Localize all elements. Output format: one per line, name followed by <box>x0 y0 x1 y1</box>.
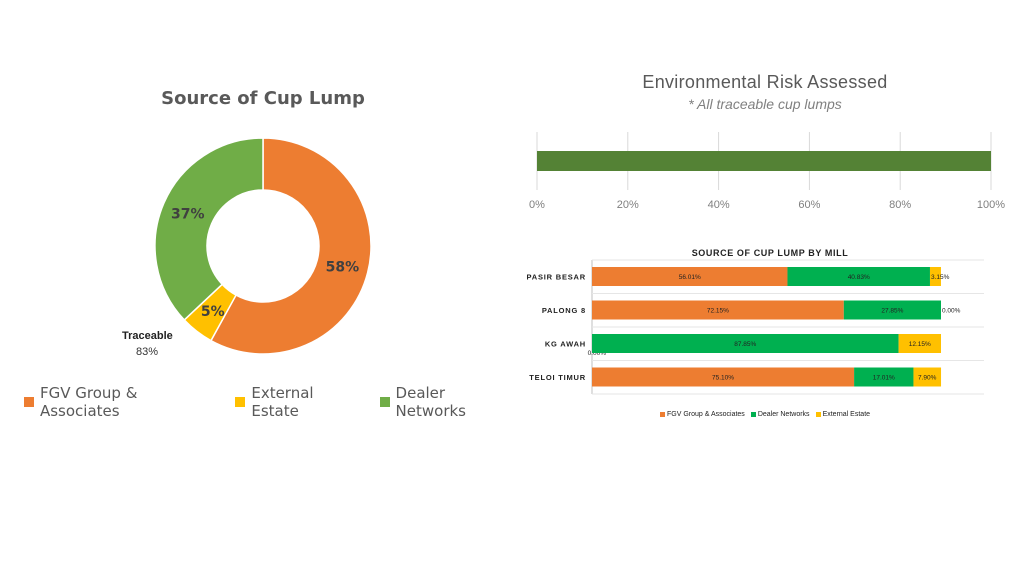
legend-label-fgv: FGV Group & Associates <box>39 384 138 420</box>
mill-data-label-external: 12.15% <box>909 341 931 348</box>
legend-label-dealer: Dealer Networks <box>395 384 466 420</box>
mill-data-label-dealer: 17.01% <box>873 375 895 382</box>
donut-legend: FGV Group & Associates External Estate D… <box>24 384 520 420</box>
donut-slice-fgv <box>209 137 372 355</box>
mill-bar-dealer <box>854 367 914 387</box>
mill-legend-item-external: External Estate <box>815 411 871 418</box>
mill-category-label: PASIR BESAR <box>526 273 586 282</box>
env-tick-label: 0% <box>529 199 545 211</box>
mill-legend: FGV Group & Associates Dealer Networks E… <box>660 411 870 418</box>
env-tick-label: 100% <box>977 199 1005 211</box>
donut-label-external: 5% <box>201 304 225 320</box>
env-chart-title: Environmental Risk Assessed <box>642 72 888 92</box>
mill-legend-swatch-dealer <box>750 412 756 417</box>
legend-swatch-external <box>235 397 246 407</box>
env-bar <box>537 151 991 171</box>
donut-slice-dealer <box>154 137 264 321</box>
mill-data-label-fgv: 56.01% <box>679 274 701 281</box>
legend-swatch-dealer <box>379 397 390 407</box>
donut-label-fgv: 58% <box>326 259 360 275</box>
mill-legend-item-fgv: FGV Group & Associates <box>660 411 745 418</box>
legend-item-fgv: FGV Group & Associates <box>24 384 221 420</box>
mill-category-label: TELOI TIMUR <box>529 373 586 382</box>
env-tick-label: 20% <box>617 199 639 211</box>
legend-swatch-fgv <box>24 397 34 407</box>
mill-legend-label-dealer: Dealer Networks <box>757 411 810 418</box>
mill-category-label: KG AWAH <box>545 340 586 349</box>
mill-data-label-fgv: 75.10% <box>712 375 734 382</box>
mill-data-label-fgv: 0.00% <box>588 350 607 357</box>
mill-bar-fgv <box>592 267 788 286</box>
mill-bar-fgv <box>592 367 855 387</box>
mill-legend-label-fgv: FGV Group & Associates <box>667 411 745 418</box>
env-tick-label: 60% <box>798 199 820 211</box>
donut-chart-title: Source of Cup Lump <box>161 88 365 109</box>
mill-bar-fgv <box>592 300 844 320</box>
legend-item-external: External Estate <box>235 384 365 420</box>
mill-legend-swatch-fgv <box>660 412 665 417</box>
mill-bar-external <box>929 267 941 286</box>
mill-data-label-external: 3.15% <box>931 274 950 281</box>
legend-label-external: External Estate <box>251 384 314 420</box>
mill-data-label-external: 0.00% <box>942 308 961 315</box>
mill-data-label-dealer: 40.83% <box>848 274 870 281</box>
env-chart-subtitle: * All traceable cup lumps <box>688 96 842 112</box>
mill-data-label-dealer: 27.85% <box>881 308 903 315</box>
mill-bar-dealer <box>787 267 930 286</box>
mill-chart-title: SOURCE OF CUP LUMP BY MILL <box>691 248 849 258</box>
donut-chart-panel: Source of Cup Lump 58% 5% 37% Traceable 83… <box>0 0 520 440</box>
mill-data-label-dealer: 87.85% <box>734 341 756 348</box>
mill-legend-item-dealer: Dealer Networks <box>750 411 810 418</box>
env-tick-label: 80% <box>889 199 911 211</box>
mill-bar-dealer <box>843 300 941 320</box>
donut-chart: 58% 5% 37% <box>154 137 372 355</box>
mill-data-label-external: 7.90% <box>918 375 937 382</box>
mill-bar-dealer <box>592 334 899 353</box>
traceable-label: Traceable <box>122 330 173 342</box>
legend-item-dealer: Dealer Networks <box>379 384 520 420</box>
env-tick-label: 40% <box>708 199 730 211</box>
mill-legend-label-external: External Estate <box>822 411 871 418</box>
donut-label-dealer: 37% <box>171 206 205 222</box>
mill-stacked-bar-chart: PASIR BESAR 56.01% 40.83% 3.15% PALONG 8 72.1… <box>526 259 984 395</box>
env-risk-bar-chart: 0% 20% 40% 60% 80% 100% <box>529 132 1005 211</box>
mill-category-label: PALONG 8 <box>542 306 586 315</box>
mill-bar-external <box>898 334 941 353</box>
mill-legend-swatch-external <box>815 412 821 417</box>
traceable-value: 83% <box>136 346 159 358</box>
mill-data-label-fgv: 72.15% <box>707 308 729 315</box>
mill-bar-external <box>913 367 942 387</box>
